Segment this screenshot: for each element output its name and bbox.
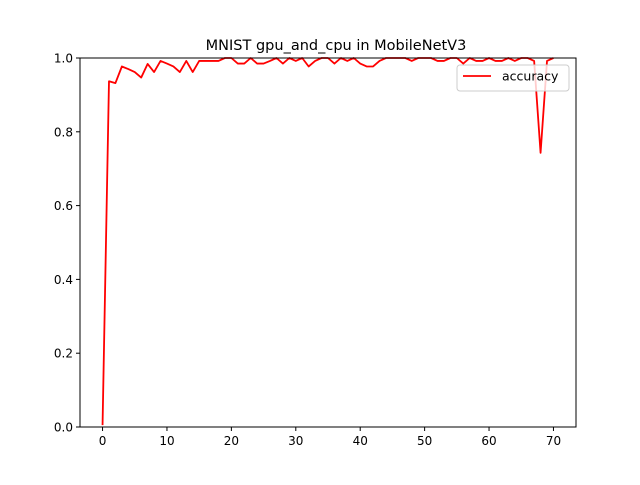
- chart-title: MNIST gpu_and_cpu in MobileNetV3: [206, 38, 467, 54]
- x-tick-label: 70: [546, 434, 561, 448]
- y-tick-label: 0.2: [54, 347, 73, 361]
- legend-label-accuracy: accuracy: [502, 69, 559, 84]
- x-tick-label: 20: [224, 434, 239, 448]
- x-tick-label: 0: [99, 434, 107, 448]
- y-tick-label: 0.0: [54, 421, 73, 435]
- x-tick-label: 60: [481, 434, 496, 448]
- x-tick-label: 40: [353, 434, 368, 448]
- legend: accuracy: [456, 64, 570, 92]
- y-tick-label: 0.4: [54, 273, 73, 287]
- y-tick-label: 0.8: [54, 125, 73, 139]
- legend-box: [456, 64, 570, 92]
- y-tick-label: 0.6: [54, 199, 73, 213]
- y-tick-label: 1.0: [54, 52, 73, 66]
- x-tick-label: 10: [159, 434, 174, 448]
- x-tick-label: 50: [417, 434, 432, 448]
- plot-frame: [79, 57, 577, 428]
- x-tick-label: 30: [288, 434, 303, 448]
